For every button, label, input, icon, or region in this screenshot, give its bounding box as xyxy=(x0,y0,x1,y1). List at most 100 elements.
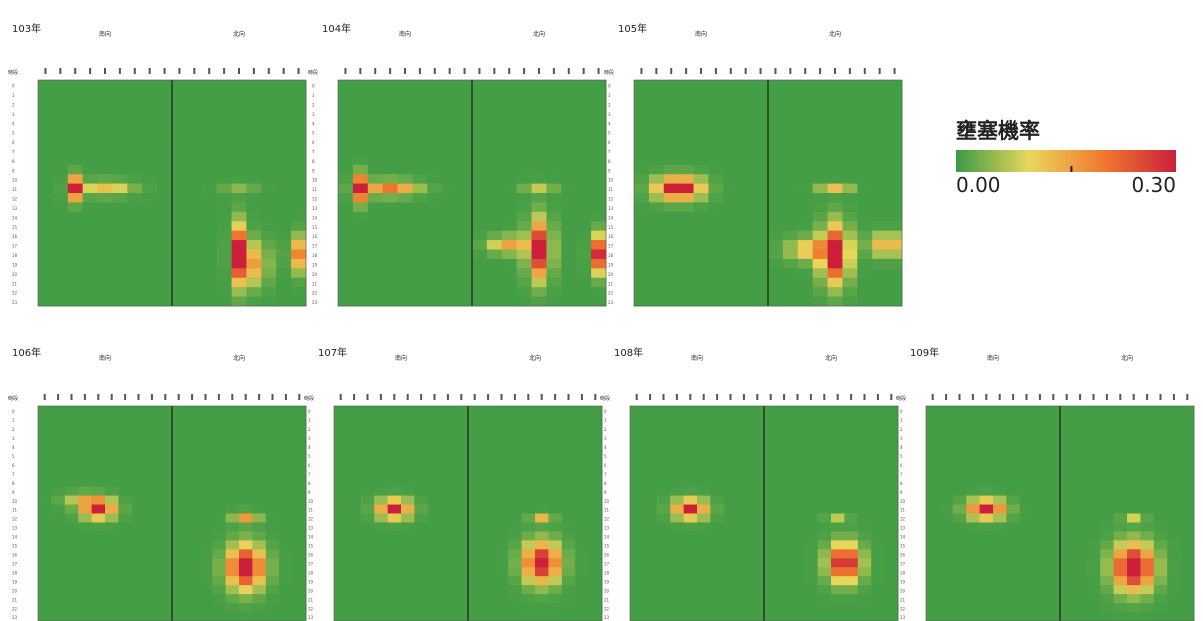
heatmap-cell xyxy=(265,513,280,523)
heatmap-cell xyxy=(1180,504,1195,514)
heatmap-cell xyxy=(738,127,754,137)
heatmap-cell xyxy=(710,432,725,443)
heatmap-cell xyxy=(338,211,354,222)
heatmap-cell xyxy=(576,193,592,203)
heatmap-cell xyxy=(105,406,119,416)
heatmap-cell xyxy=(777,486,792,496)
heatmap-cell xyxy=(225,612,240,621)
heatmap-cell xyxy=(265,504,280,514)
heatmap-cell xyxy=(276,145,292,156)
hour-tick-label: 19 xyxy=(308,579,314,584)
heatmap-cell xyxy=(1073,522,1088,532)
heatmap-cell xyxy=(993,594,1007,604)
heatmap-cell xyxy=(185,406,200,416)
heatmap-cell xyxy=(1033,423,1047,434)
heatmap-cell xyxy=(142,287,158,297)
station-column-tick xyxy=(344,68,347,74)
heatmap-cell xyxy=(1046,513,1061,523)
heatmap-cell xyxy=(276,136,292,147)
heatmap-cell xyxy=(670,549,684,559)
heatmap-cell xyxy=(1180,612,1195,621)
station-column-tick xyxy=(133,68,136,74)
heatmap-cell xyxy=(472,277,488,288)
heatmap-cell xyxy=(279,406,293,416)
panel-2: 105年 南向 北向時段012345678910111213141516171819… xyxy=(604,22,903,307)
heatmap-cell xyxy=(1086,504,1101,514)
station-column-tick xyxy=(44,68,47,74)
heatmap-cell xyxy=(252,522,267,532)
heatmap-cell xyxy=(693,277,709,288)
heatmap-cell xyxy=(1167,612,1181,621)
heatmap-cell xyxy=(51,414,66,425)
heatmap-cell xyxy=(216,145,232,156)
heatmap-cell xyxy=(663,240,680,250)
heatmap-cell xyxy=(145,585,159,595)
heatmap-cell xyxy=(1140,432,1155,443)
heatmap-cell xyxy=(412,193,428,203)
heatmap-cell xyxy=(708,174,724,184)
heatmap-cell xyxy=(723,603,738,613)
heatmap-cell xyxy=(817,513,832,523)
heatmap-cell xyxy=(1086,513,1101,523)
station-column-tick xyxy=(863,68,866,74)
heatmap-cell xyxy=(844,549,859,559)
heatmap-cell xyxy=(588,549,603,559)
heatmap-cell xyxy=(693,98,709,109)
direction-label: 北向 xyxy=(533,30,545,38)
heatmap-cell xyxy=(118,576,133,586)
panel-year-label: 108年 xyxy=(614,346,643,359)
heatmap-cell xyxy=(857,558,872,568)
heatmap-cell xyxy=(872,98,888,109)
heatmap-cell xyxy=(352,117,369,128)
heatmap-cell xyxy=(723,567,738,577)
heatmap-cell xyxy=(1073,594,1088,604)
heatmap-cell xyxy=(414,450,429,461)
hour-tick-label: 17 xyxy=(12,244,18,249)
heatmap-cell xyxy=(347,486,362,496)
station-column-tick xyxy=(389,68,392,74)
heatmap-cell xyxy=(51,468,66,479)
heatmap-cell xyxy=(710,486,725,496)
heatmap-cell xyxy=(186,174,203,184)
heatmap-cell xyxy=(412,249,428,260)
heatmap-cell xyxy=(561,477,576,488)
heatmap-cell xyxy=(1113,513,1128,523)
heatmap-cell xyxy=(145,513,159,523)
heatmap-cell xyxy=(78,558,92,568)
heatmap-cell xyxy=(225,414,240,425)
heatmap-cell xyxy=(1127,540,1141,550)
heatmap-cell xyxy=(693,108,709,119)
heatmap-cell xyxy=(827,240,843,250)
heatmap-cell xyxy=(481,495,496,505)
heatmap-cell xyxy=(1180,567,1195,577)
heatmap-cell xyxy=(884,441,899,452)
station-column-tick xyxy=(1012,394,1015,400)
hour-tick-label: 4 xyxy=(900,445,903,450)
heatmap-cell xyxy=(634,240,650,250)
heatmap-cell xyxy=(1100,477,1114,488)
heatmap-cell xyxy=(486,277,503,288)
heatmap-cell xyxy=(884,423,899,434)
heatmap-cell xyxy=(521,459,536,470)
heatmap-cell xyxy=(1153,450,1168,461)
heatmap-cell xyxy=(246,193,262,203)
heatmap-cell xyxy=(105,576,119,586)
heatmap-cell xyxy=(291,164,307,175)
heatmap-cell xyxy=(239,459,253,470)
heatmap-cell xyxy=(127,89,143,100)
heatmap-cell xyxy=(683,531,698,541)
heatmap-cell xyxy=(777,585,792,595)
heatmap-cell xyxy=(768,174,784,184)
heatmap-cell xyxy=(97,193,113,203)
heatmap-cell xyxy=(588,603,603,613)
heatmap-cell xyxy=(198,450,213,461)
heatmap-cell xyxy=(97,117,113,128)
heatmap-cell xyxy=(401,504,415,514)
heatmap-cell xyxy=(764,468,778,479)
heatmap-cell xyxy=(118,459,133,470)
heatmap-cell xyxy=(535,549,549,559)
heatmap-cell xyxy=(212,450,226,461)
heatmap-cell xyxy=(1019,576,1034,586)
station-column-tick xyxy=(971,394,974,400)
heatmap-cell xyxy=(648,211,665,222)
